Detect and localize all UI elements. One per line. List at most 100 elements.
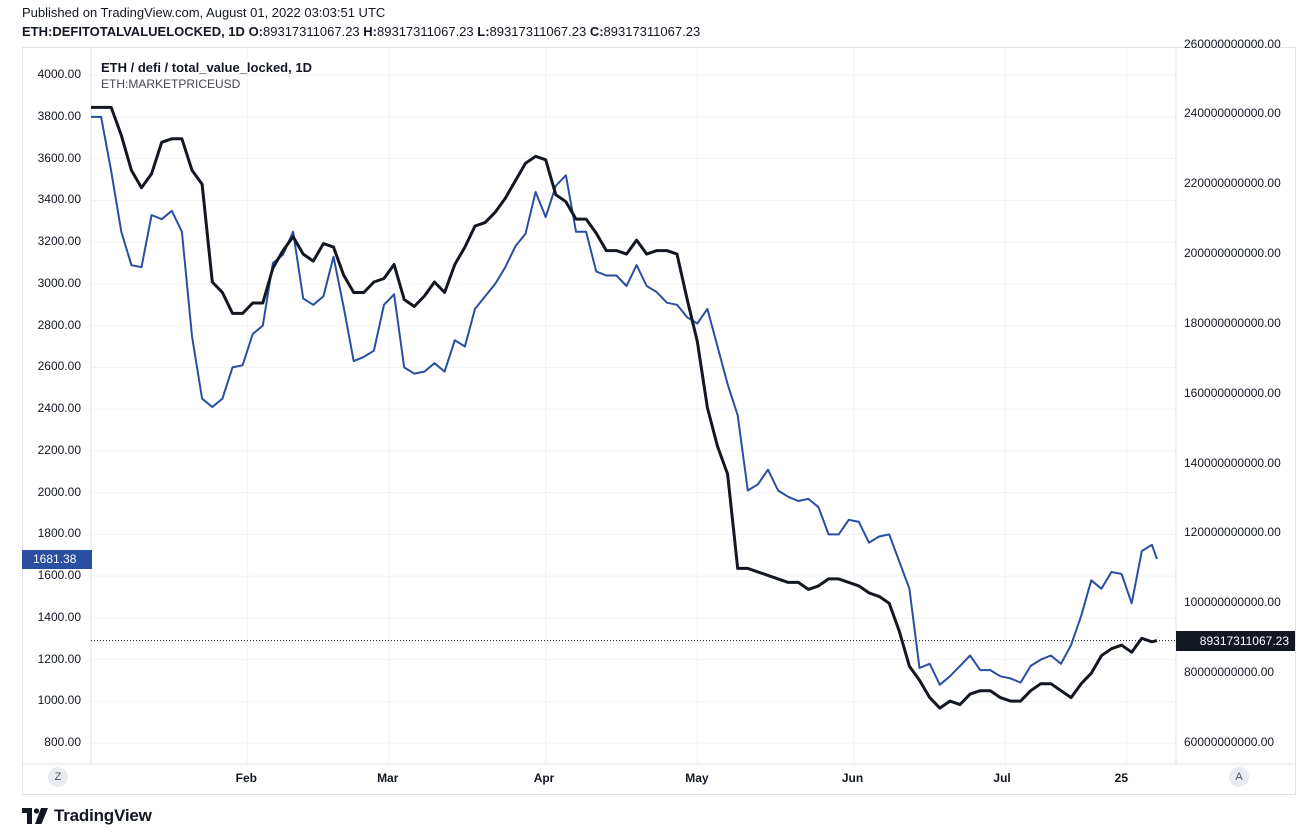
price-data-point [535, 192, 536, 193]
price-data-point [434, 363, 435, 364]
symbol-label: ETH:DEFITOTALVALUELOCKED, 1D [22, 24, 245, 39]
price-data-point [525, 233, 526, 234]
tvl-data-point [151, 173, 152, 174]
tvl-data-point [1151, 641, 1152, 642]
low-value: 89317311067.23 [489, 24, 587, 39]
tvl-data-point [353, 292, 354, 293]
tvl-data-point [869, 592, 870, 593]
price-data-point [778, 490, 779, 491]
price-data-point [939, 684, 940, 685]
price-data-point [1121, 574, 1122, 575]
left-tick-label: 3800.00 [37, 108, 81, 123]
tvl-data-point [333, 247, 334, 248]
price-data-point [1091, 580, 1092, 581]
price-data-point [323, 296, 324, 297]
tvl-data-point [1141, 638, 1142, 639]
left-scale-auto-button[interactable]: Z [48, 767, 68, 787]
tvl-data-point [313, 261, 314, 262]
left-tick-label: 3000.00 [37, 275, 81, 290]
price-data-point [515, 246, 516, 247]
tvl-data-point [293, 236, 294, 237]
price-data-point [1071, 645, 1072, 646]
left-tick-label: 4000.00 [37, 67, 81, 82]
price-data-point [363, 356, 364, 357]
tvl-data-point [1040, 683, 1041, 684]
price-data-point [1081, 615, 1082, 616]
open-label: O: [248, 24, 264, 39]
tvl-data-point [757, 571, 758, 572]
price-data-point [576, 231, 577, 232]
price-data-point [919, 667, 920, 668]
price-data-point [474, 308, 475, 309]
tvl-data-point [363, 292, 364, 293]
chart-legend[interactable]: ETH / defi / total_value_locked, 1D ETH:… [101, 60, 312, 91]
price-data-point [545, 217, 546, 218]
right-tick-label: 120000000000.00 [1184, 525, 1281, 540]
price-data-point [616, 275, 617, 276]
tvl-data-point [899, 631, 900, 632]
right-tick-label: 240000000000.00 [1184, 106, 1281, 121]
tvl-data-point [485, 222, 486, 223]
tvl-data-point [687, 299, 688, 300]
tradingview-icon [22, 808, 48, 824]
tvl-data-point [909, 666, 910, 667]
price-data-point [202, 398, 203, 399]
right-tick-label: 60000000000.00 [1184, 735, 1275, 750]
tvl-data-point [464, 247, 465, 248]
tvl-data-point [606, 250, 607, 251]
tvl-data-point [808, 589, 809, 590]
price-data-point [293, 231, 294, 232]
date-tick-label: May [685, 771, 709, 785]
tvl-data-point [616, 250, 617, 251]
price-data-point [858, 521, 859, 522]
left-tick-label: 2600.00 [37, 359, 81, 374]
price-data-point [1157, 559, 1158, 560]
price-data-point [828, 534, 829, 535]
price-data-point [232, 367, 233, 368]
price-data-point [596, 271, 597, 272]
price-data-point [91, 116, 92, 117]
price-data-point [677, 304, 678, 305]
left-tick-label: 2800.00 [37, 317, 81, 332]
tvl-data-point [424, 295, 425, 296]
price-data-point [565, 175, 566, 176]
published-note: Published on TradingView.com, August 01,… [22, 5, 386, 20]
tvl-data-point [1131, 652, 1132, 653]
price-data-point [414, 373, 415, 374]
tvl-data-point [959, 704, 960, 705]
tvl-data-point [1020, 701, 1021, 702]
price-data-point [889, 534, 890, 535]
right-tick-label: 180000000000.00 [1184, 315, 1281, 330]
tvl-data-point [181, 138, 182, 139]
brand-name: TradingView [54, 806, 152, 825]
tvl-data-point [1111, 648, 1112, 649]
tradingview-logo[interactable]: TradingView [22, 804, 152, 828]
tvl-data-point [282, 250, 283, 251]
left-tick-label: 3600.00 [37, 150, 81, 165]
left-tick-label: 1800.00 [37, 526, 81, 541]
price-data-point [121, 231, 122, 232]
price-data-point [626, 285, 627, 286]
tvl-data-point [889, 603, 890, 604]
tvl-data-point [707, 407, 708, 408]
price-data-point [808, 498, 809, 499]
price-data-point [606, 275, 607, 276]
tvl-data-point [656, 250, 657, 251]
price-data-point [262, 325, 263, 326]
price-data-point [636, 265, 637, 266]
tvl-data-point [131, 170, 132, 171]
price-data-point [666, 302, 667, 303]
right-scale-auto-button[interactable]: A [1229, 767, 1249, 787]
tvl-data-point [727, 474, 728, 475]
tvl-data-point [545, 159, 546, 160]
price-data-point [909, 588, 910, 589]
price-data-point [212, 407, 213, 408]
tvl-data-point [525, 163, 526, 164]
price-data-point [747, 490, 748, 491]
tvl-data-point [677, 254, 678, 255]
tvl-data-point [101, 107, 102, 108]
tvl-data-point [980, 690, 981, 691]
tvl-data-point [444, 292, 445, 293]
tvl-data-point [646, 254, 647, 255]
